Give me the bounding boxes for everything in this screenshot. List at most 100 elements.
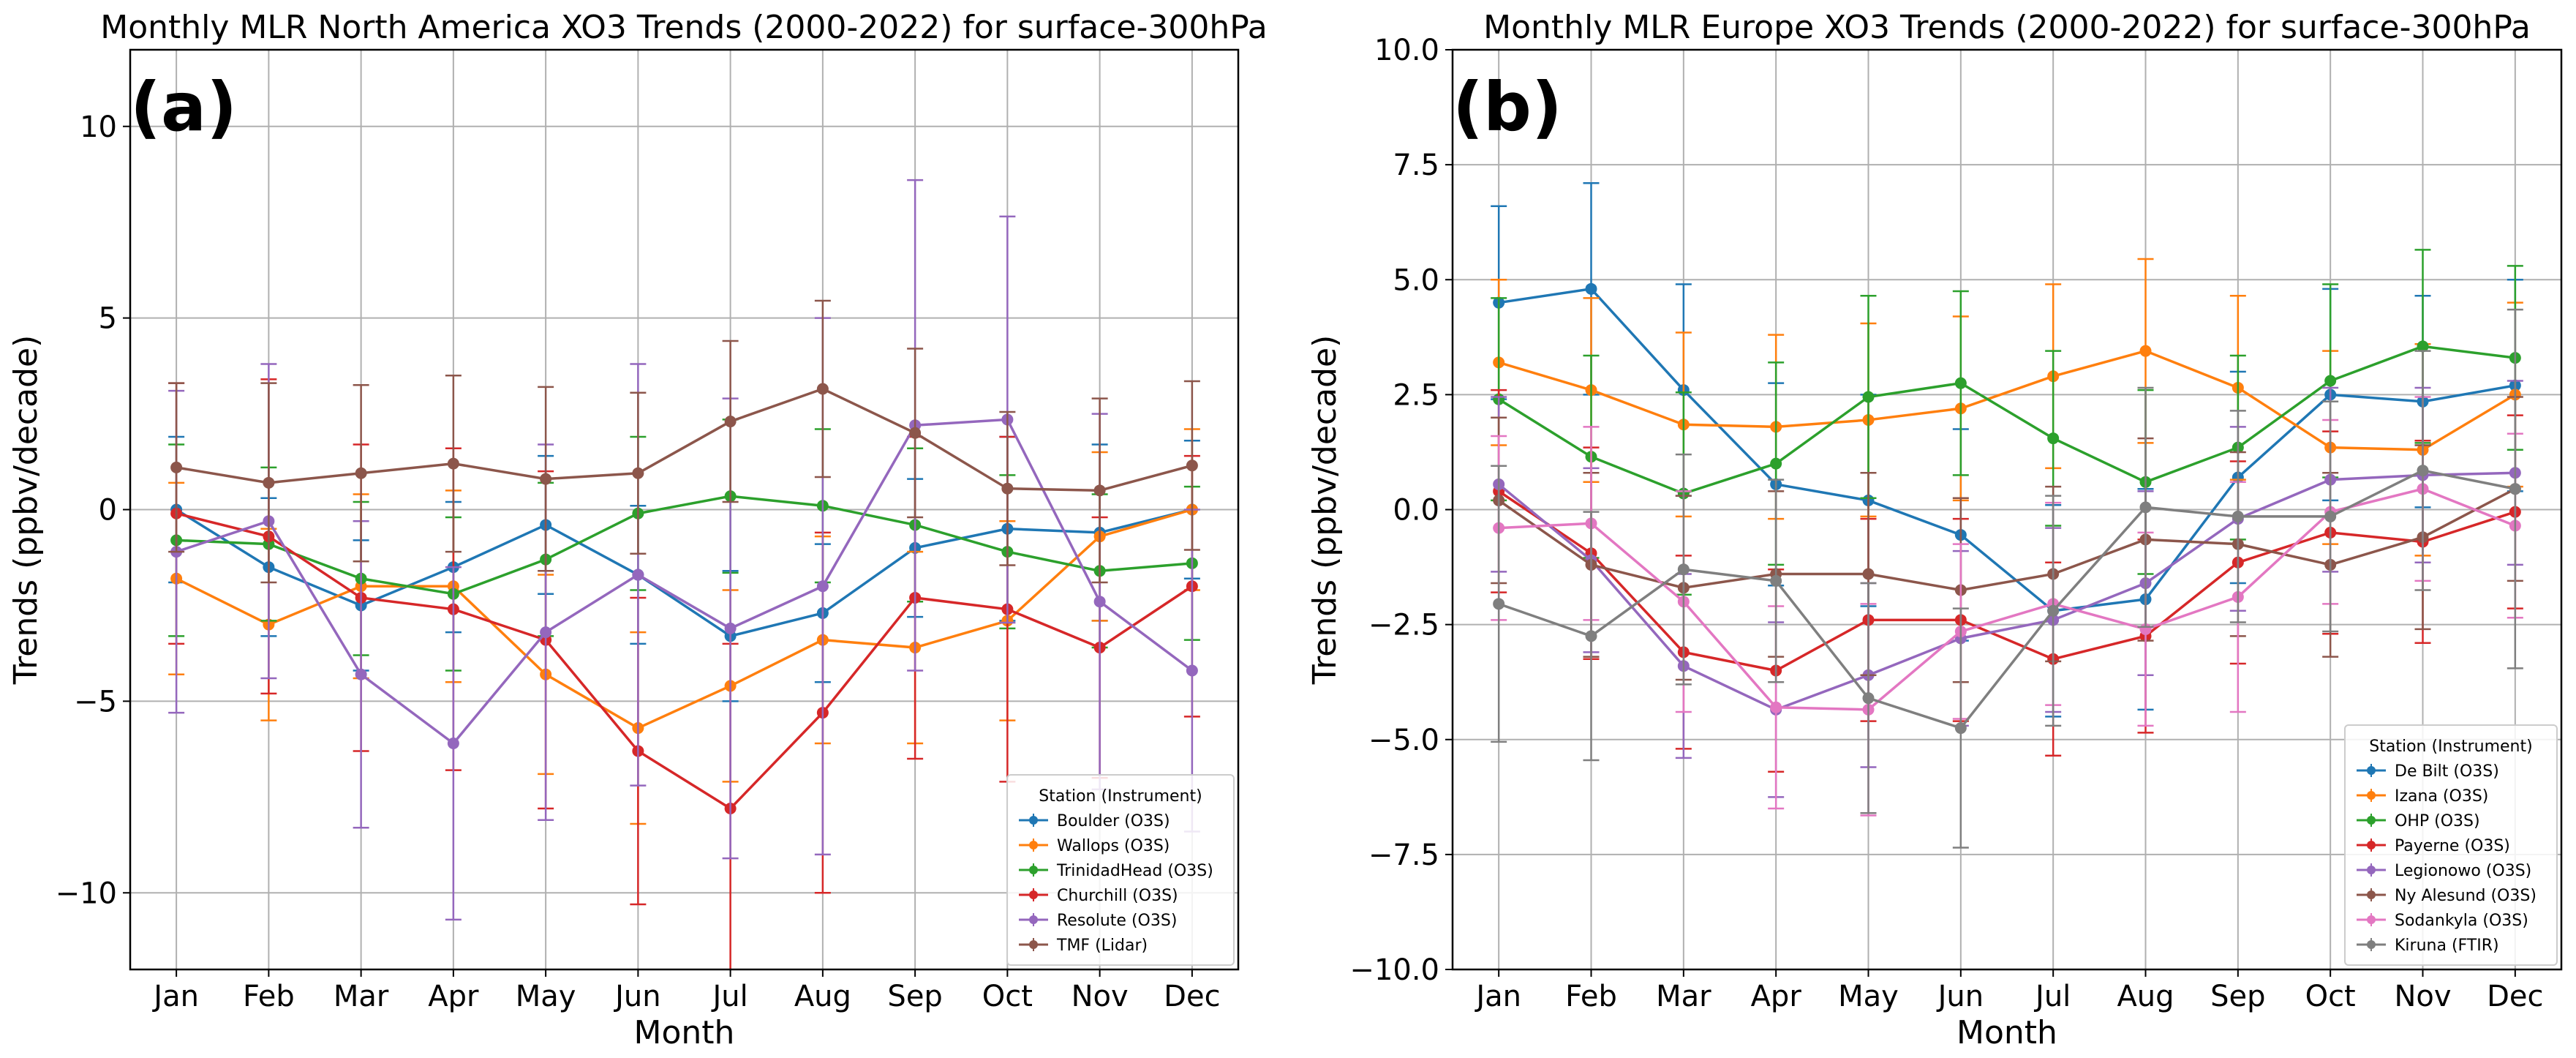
y-tick-label: 10 <box>80 110 117 144</box>
plot-area <box>1491 182 2523 849</box>
data-point <box>1770 701 1782 713</box>
data-point <box>1862 568 1875 580</box>
data-point <box>2324 375 2337 387</box>
x-tick-label: Dec <box>2487 980 2543 1013</box>
x-tick-label: Nov <box>1072 980 1129 1013</box>
data-point <box>170 461 183 473</box>
x-tick-label: Jul <box>2033 980 2071 1013</box>
legend-item: Wallops (O3S) <box>1019 837 1170 855</box>
series-line <box>1498 349 2516 451</box>
legend-marker <box>1029 915 1038 924</box>
data-point <box>1862 391 1875 403</box>
x-tick-label: Mar <box>334 980 389 1013</box>
legend-label: Izana (O3S) <box>2395 787 2488 806</box>
data-point <box>2232 510 2244 522</box>
data-point <box>1585 282 1597 295</box>
legend-item: Legionowo (O3S) <box>2357 862 2531 880</box>
x-tick-label: May <box>516 980 576 1013</box>
panel-label: (a) <box>130 68 237 146</box>
legend-marker <box>2367 940 2376 949</box>
data-point <box>2047 432 2060 445</box>
data-point <box>1493 598 1505 610</box>
x-tick-label: Jan <box>1474 980 1521 1013</box>
chart-panel-a: Jan Feb Mar Apr May Jun Jul Aug Sep Oct Nov Dec −10 −… <box>7 9 1268 1051</box>
legend-marker <box>1029 866 1038 874</box>
data-point <box>447 457 459 470</box>
panel-label: (b) <box>1453 68 1562 146</box>
x-tick-label: Aug <box>2117 980 2174 1013</box>
series-line <box>1498 469 2516 730</box>
x-tick-label: Aug <box>794 980 851 1013</box>
series-line <box>176 387 1193 492</box>
legend-label: Legionowo (O3S) <box>2395 862 2531 880</box>
legend-item: Payerne (O3S) <box>2357 837 2510 855</box>
y-tick-label: 7.5 <box>1393 149 1439 182</box>
legend-item: OHP (O3S) <box>2357 812 2480 830</box>
data-point <box>2139 501 2152 514</box>
series-line <box>1499 487 2516 711</box>
data-point <box>632 569 644 581</box>
data-point <box>1093 484 1106 497</box>
data-point <box>2417 465 2429 477</box>
legend-marker <box>1029 841 1038 849</box>
legend-marker <box>2367 841 2376 849</box>
legend-marker <box>1029 890 1038 899</box>
legend-item: Izana (O3S) <box>2357 787 2488 806</box>
legend-label: Resolute (O3S) <box>1057 912 1177 930</box>
x-tick-label: Mar <box>1656 980 1711 1013</box>
series-line <box>176 508 1193 730</box>
x-axis-label: Month <box>1957 1014 2057 1051</box>
series-line <box>1498 487 2516 592</box>
series-izana-o3s <box>1491 258 2523 557</box>
data-point <box>2417 340 2429 353</box>
series-trinidadhead-o3s <box>168 419 1200 672</box>
x-tick-label: Dec <box>1164 980 1220 1013</box>
x-tick-label: Jun <box>1936 980 1984 1013</box>
x-tick-label: May <box>1838 980 1899 1013</box>
x-tick-label: Nov <box>2394 980 2451 1013</box>
legend-item: De Bilt (O3S) <box>2357 762 2499 781</box>
y-tick-label: 0.0 <box>1393 494 1439 528</box>
legend-marker <box>2367 791 2376 800</box>
data-point <box>1677 563 1690 576</box>
data-point <box>2047 604 2060 617</box>
data-point <box>1186 459 1198 472</box>
data-point <box>540 626 552 639</box>
data-point <box>2509 483 2521 495</box>
series-line <box>1498 489 2516 672</box>
series-line <box>176 495 1193 596</box>
plot-area <box>168 179 1200 969</box>
legend-item: Kiruna (FTIR) <box>2357 937 2499 955</box>
legend-marker <box>2367 866 2376 874</box>
legend-marker <box>2367 816 2376 825</box>
series-de-bilt-o3s <box>1491 182 2523 718</box>
legend-title: Station (Instrument) <box>1039 787 1202 806</box>
legend-label: Ny Alesund (O3S) <box>2395 887 2537 905</box>
legend-item: Boulder (O3S) <box>1019 812 1170 830</box>
legend-item: Resolute (O3S) <box>1019 912 1177 930</box>
data-point <box>632 467 644 479</box>
legend-item: Churchill (O3S) <box>1019 887 1178 905</box>
legend-item: Ny Alesund (O3S) <box>2357 887 2537 905</box>
series-line <box>1498 287 2516 612</box>
y-tick-label: −10 <box>56 877 117 910</box>
data-point <box>909 427 922 439</box>
y-tick-label: 0 <box>99 494 117 528</box>
x-tick-label: Apr <box>1751 980 1802 1013</box>
y-tick-label: 5 <box>99 302 117 336</box>
legend-label: Wallops (O3S) <box>1057 837 1170 855</box>
x-tick-label: Jul <box>710 980 747 1013</box>
chart-title: Monthly MLR North America XO3 Trends (20… <box>100 9 1268 46</box>
y-tick-label: 10.0 <box>1374 34 1439 67</box>
legend-label: TrinidadHead (O3S) <box>1056 862 1213 880</box>
legend-marker <box>1029 940 1038 949</box>
y-tick-label: −7.5 <box>1368 838 1439 872</box>
data-point <box>2324 510 2337 522</box>
x-tick-label: Apr <box>428 980 479 1013</box>
y-tick-label: −5 <box>74 685 117 719</box>
legend-item: TMF (Lidar) <box>1019 937 1148 955</box>
y-tick-label: −2.5 <box>1368 609 1439 642</box>
data-point <box>1954 377 1967 389</box>
series-line <box>176 418 1193 746</box>
legend-label: Churchill (O3S) <box>1057 887 1178 905</box>
